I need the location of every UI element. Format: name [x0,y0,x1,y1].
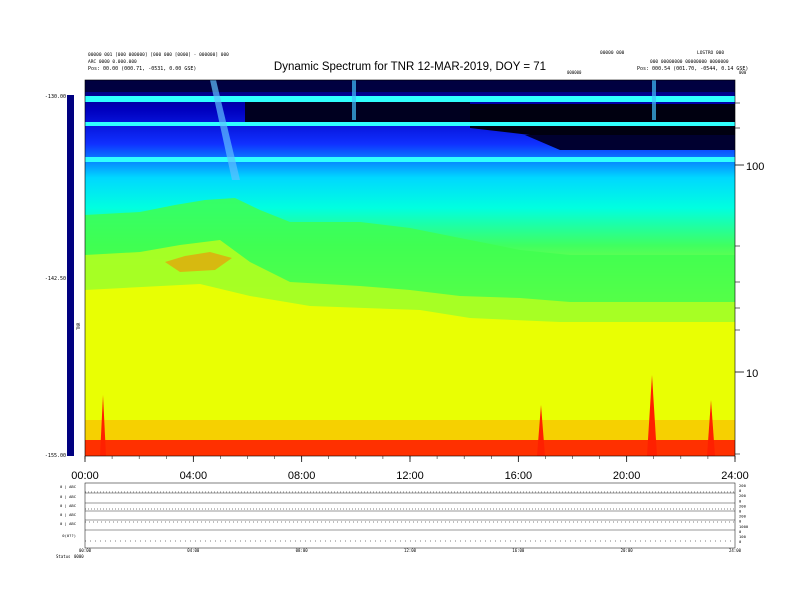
x-axis: 00:00 04:00 08:00 12:00 16:00 20:00 24:00 [71,456,749,482]
header-far-right-tag: 000 [739,70,747,75]
dark-gap-region-right [470,104,735,135]
dark-gap-region [245,100,470,122]
x-tick-label: 24:00 [721,470,749,482]
vertical-feature-2 [652,80,656,120]
bottom-scale-label: 0 [739,498,742,503]
colorbar-tick-bottom: -155.00 [45,453,66,459]
bottom-scale-label: 0 [739,488,742,493]
bottom-row-label: 0 | ABC [60,512,76,517]
header-right-line2: 000 00000000 00000000 0000000 [650,59,729,65]
dark-gap-region-lower [525,135,735,150]
bottom-x-tick-label: 16:00 [512,548,525,553]
bottom-row-label: 0 | ABC [60,503,76,508]
x-tick-label: 20:00 [613,470,641,482]
yellow-band [85,284,735,456]
footer-status-value: 0000 [74,554,84,559]
bottom-x-axis: 00:00 04:00 08:00 12:00 16:00 20:00 24:00 [79,548,742,553]
colorbar [67,95,74,456]
bottom-scale-label: 100 [739,534,747,539]
burst-1 [100,395,106,456]
bottom-x-tick-label: 24:00 [729,548,742,553]
burst-2 [537,405,545,456]
x-tick-label: 12:00 [396,470,424,482]
orange-floor [85,420,735,440]
header-right-line3: Pos: 000.54 (001.70, -0544, 0.14 GSE) [637,66,748,72]
bottom-scale-label: 0 [739,539,742,544]
header-mid-right-tag: 000000 [567,70,582,75]
burst-4 [707,400,715,456]
bottom-scale-label: 0 [739,509,742,514]
burst-3 [647,375,657,456]
x-tick-label: 04:00 [180,470,208,482]
bottom-scale-label: 200 [739,503,747,508]
bottom-panel-frame [84,482,736,549]
cyan-line-1 [85,96,735,102]
orange-feature [165,252,232,272]
bottom-panel: 0 | ABC 0 | ABC 0 | ABC 0 | ABC 0 | ABC … [56,482,749,559]
bottom-scale-label: 0 [739,519,742,524]
header-left-line2: ARC 0000 0.000.000 [88,59,137,65]
vertical-feature-1 [352,80,356,120]
x-tick-label: 00:00 [71,470,99,482]
header-left-line3: Pos: 00.00 (000.71, -0531, 0.00 GSE) [88,66,196,72]
header-corner-top-right: LOSTRO 000 [697,50,724,56]
bottom-row-label: 0 | ABC [60,521,76,526]
footer-status-label: Status [56,554,71,559]
dark-top-band [85,80,735,92]
bottom-scale-label: 200 [739,483,747,488]
colorbar-tick-mid: -142.50 [45,276,66,282]
spectrum-plot [85,80,735,456]
red-floor [85,440,735,456]
right-tick-label-10: 10 [746,368,758,380]
bottom-x-tick-label: 12:00 [404,548,417,553]
header-left-line1: 00000 001 [000 000000] [000 000 [0000] -… [88,52,229,58]
bottom-row-label: 0 | ABC [60,494,76,499]
bottom-scale-label: 200 [739,514,747,519]
bottom-row-label: 0(0??) [62,533,76,538]
colorbar-label: TNR [76,322,81,330]
cyan-line-2 [85,122,735,126]
bottom-x-tick-label: 04:00 [187,548,200,553]
burst-streak [210,80,240,180]
chart-title: Dynamic Spectrum for TNR 12-MAR-2019, DO… [274,61,546,73]
x-tick-label: 08:00 [288,470,316,482]
right-axis: 100 10 [735,102,764,455]
bottom-scale-label: 0 [739,529,742,534]
bottom-scale-label: 200 [739,493,747,498]
header-right-line1: 00000 000 [600,50,625,56]
colorbar-tick-top: -130.00 [45,94,66,100]
x-tick-label: 16:00 [505,470,533,482]
bottom-row-label: 0 | ABC [60,484,76,489]
bottom-x-tick-label: 20:00 [621,548,634,553]
bottom-x-tick-label: 00:00 [79,548,92,553]
bottom-scale-label: 1000 [739,524,749,529]
right-tick-label-100: 100 [746,161,764,173]
bottom-x-tick-label: 08:00 [296,548,309,553]
cyan-line-3 [85,157,735,162]
